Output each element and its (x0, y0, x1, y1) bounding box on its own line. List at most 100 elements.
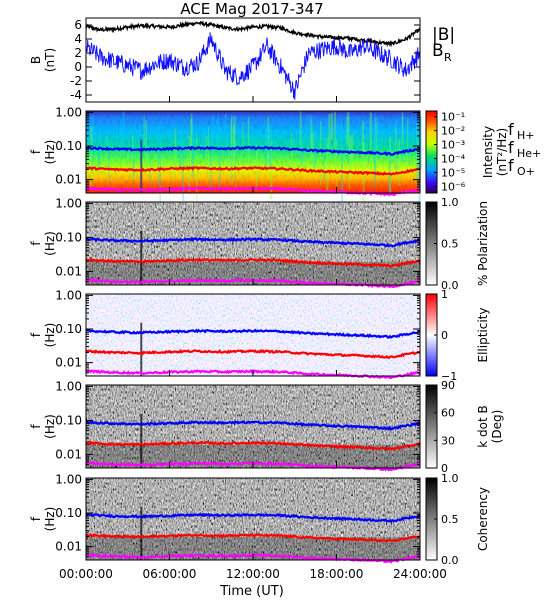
freq-ylabel: f (29, 424, 43, 429)
intensity-streak (264, 124, 267, 168)
intensity-streak (313, 132, 316, 172)
b-r-line (85, 32, 421, 100)
freq-ylabel-units: (Hz) (43, 414, 57, 439)
spectrogram-ellipticity (85, 294, 421, 380)
intensity-streak (401, 116, 404, 163)
intensity-streak (218, 126, 221, 186)
intensity-streak (233, 116, 236, 167)
b-ytick-label: -4 (70, 88, 82, 102)
intensity-streak (212, 115, 215, 145)
ellipticity-fH+-line (85, 328, 421, 339)
freq-ytick-label: 1.00 (55, 472, 82, 486)
x-tick-label: 00:00:00 (59, 567, 113, 581)
spectrogram-polarization (85, 202, 421, 289)
intensity-streak (131, 135, 134, 180)
x-tick-label: 06:00:00 (143, 567, 197, 581)
intensity-streak (158, 125, 160, 187)
colorbar-tick-label: 0.5 (441, 238, 459, 251)
x-tick-label: 12:00:00 (226, 567, 280, 581)
intensity-streak (122, 111, 125, 149)
freq-ytick-label: 1.00 (55, 288, 82, 302)
intensity-streak (231, 114, 233, 145)
intensity-streak (300, 140, 304, 166)
coherency-fH+-line (85, 512, 421, 524)
intensity-streak (374, 122, 377, 188)
intensity-streak (107, 133, 110, 184)
freq-ytick-label: 1.00 (55, 196, 82, 210)
colorbar-tick-label: 10⁻² (441, 125, 465, 138)
intensity-streak (374, 113, 376, 177)
intensity-streak (345, 117, 348, 145)
b-ytick-label: -2 (70, 74, 82, 88)
intensity-streak (347, 112, 350, 143)
polarization-fH+-line (85, 237, 421, 248)
b-total-line (85, 20, 421, 48)
colorbar-tick-label: 1 (441, 288, 448, 301)
intensity-streak (290, 133, 293, 177)
b-ylabel: B (29, 56, 43, 64)
intensity-streak (349, 135, 352, 178)
spectrogram-coherency (85, 478, 421, 564)
intensity-streak (376, 121, 380, 153)
intensity-streak (145, 120, 147, 174)
intensity-streak (205, 136, 208, 172)
legend-b-r-sub: R (444, 51, 452, 64)
intensity-streak (270, 140, 273, 200)
spectrogram-k-dot-b (85, 385, 421, 472)
intensity-streak (320, 121, 322, 186)
panels-group (85, 18, 422, 564)
intensity-streak (217, 114, 220, 151)
intensity-streak (309, 114, 312, 153)
k-dot-b-colorbar (425, 384, 438, 469)
intensity-streak (347, 116, 350, 148)
coherency-fHe+-line (85, 533, 421, 543)
intensity-streak (340, 122, 343, 151)
intensity-streak (347, 112, 350, 164)
freq-ytick-label: 0.10 (55, 506, 82, 520)
colorbar-tick-label: 0.5 (441, 513, 459, 526)
intensity-streak (312, 132, 314, 177)
intensity-colorbar-label: Intensity (481, 126, 495, 178)
k-dot-b-fH+-line (85, 420, 421, 431)
freq-ylabel: f (29, 332, 43, 337)
ellipticity-colorbar-label: Ellipticity (476, 308, 490, 363)
intensity-streak (120, 119, 122, 150)
b-ylabel-units: (nT) (43, 48, 57, 72)
intensity-streak (255, 143, 258, 187)
intensity-streak (188, 136, 191, 192)
freq-ytick-label: 0.01 (55, 447, 82, 461)
freq-ytick-label: 0.01 (55, 264, 82, 278)
intensity-streak (91, 115, 94, 172)
colorbar-tick-label: 0 (441, 329, 448, 342)
legend-He+-label: f (508, 138, 514, 157)
freq-ylabel-units: (Hz) (43, 323, 57, 348)
coherency-colorbar-label: Coherency (476, 487, 490, 551)
freq-ylabel-units: (Hz) (43, 507, 57, 532)
freq-ytick-label: 1.00 (55, 379, 82, 393)
intensity-streak (90, 125, 93, 190)
intensity-streak (195, 137, 198, 203)
k-dot-b-spike (140, 414, 143, 468)
intensity-colorbar-label-units: (nT²/Hz) (495, 128, 509, 176)
intensity-streak (336, 140, 338, 189)
k-dot-b-colorbar-label-units: (Deg) (490, 410, 504, 444)
colorbar-tick-label: 30 (441, 434, 455, 447)
freq-ytick-label: 0.01 (55, 356, 82, 370)
colorbar-tick-label: 10⁻⁶ (441, 180, 466, 193)
intensity-streak (106, 135, 108, 171)
intensity-streak (191, 126, 194, 178)
intensity-streak (326, 137, 329, 195)
b-ytick-label: 4 (74, 32, 82, 46)
colorbar-tick-label: 10⁻⁴ (441, 153, 466, 166)
intensity-streak (401, 112, 404, 145)
intensity-streak (224, 113, 227, 156)
legend-O+-label: f (508, 156, 514, 175)
intensity-streak (234, 121, 237, 185)
intensity-streak (190, 114, 193, 150)
intensity-streak (98, 134, 101, 169)
intensity-streak (267, 116, 270, 160)
intensity-streak (269, 123, 272, 168)
intensity-streak (336, 124, 339, 155)
intensity-streak (395, 126, 397, 170)
intensity-streak (202, 123, 205, 158)
